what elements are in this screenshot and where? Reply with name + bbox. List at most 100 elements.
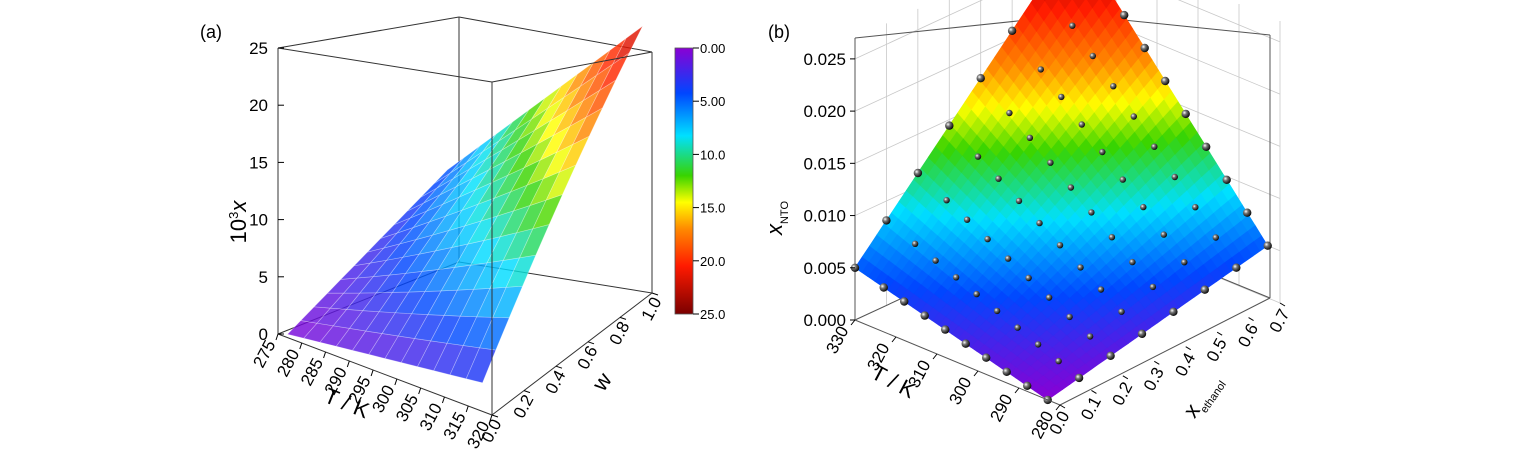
data-point (1232, 263, 1241, 272)
panel-b-front-edges (854, 297, 1271, 406)
panel-a-z-axis-label: 103x (226, 200, 251, 244)
data-point (943, 197, 950, 204)
data-point (1106, 351, 1115, 360)
xethanol-tick-mark (1154, 360, 1160, 365)
z-tick-label: 0.005 (803, 259, 846, 278)
data-point (1037, 66, 1045, 73)
data-point (1074, 373, 1084, 383)
y-tick-mark (587, 341, 595, 345)
surface-patch (612, 26, 643, 65)
data-point (961, 339, 970, 348)
y-tick-label: 0.2 (510, 392, 538, 422)
data-point (1222, 175, 1231, 184)
y-tick-mark (491, 414, 499, 418)
x-tick-mark (441, 396, 445, 404)
xethanol-tick-mark (1279, 302, 1286, 307)
data-point (1067, 184, 1075, 191)
data-point (1014, 324, 1021, 331)
z-tick-label: 0.015 (803, 154, 846, 173)
data-point (1002, 367, 1011, 376)
data-point (1047, 159, 1054, 166)
T-tick-mark (1014, 387, 1020, 394)
data-point (1007, 26, 1017, 35)
xethanol-tick-mark (1059, 404, 1066, 409)
xethanol-tick-mark (1091, 389, 1097, 394)
y-tick-mark (555, 365, 563, 369)
data-point (1149, 283, 1157, 291)
z-tick-label: 15 (249, 153, 268, 172)
x-tick-mark (394, 378, 398, 386)
data-point (911, 240, 919, 247)
data-point (879, 283, 888, 292)
z-tick-label: 0.020 (803, 102, 846, 121)
surface-patch (1058, 0, 1072, 10)
x-tick-mark (275, 333, 279, 341)
colorbar-tick-label: 5.00 (700, 94, 725, 109)
data-point (900, 297, 909, 306)
z-tick-label: 0.010 (803, 207, 846, 226)
colorbar-tick-label: 25.0 (700, 307, 725, 322)
data-point (1069, 22, 1076, 29)
z-tick-label: 0 (259, 325, 268, 344)
data-point (1202, 142, 1211, 151)
xethanol-tick-label: 0.1 (1077, 393, 1105, 423)
data-point (941, 325, 950, 334)
grid-line (854, 0, 1281, 60)
data-point (963, 216, 971, 223)
data-point (1006, 109, 1013, 117)
surface-patch (1072, 0, 1085, 9)
colorbar (674, 47, 694, 315)
x-tick-mark (346, 360, 350, 368)
panel-a-surface (286, 26, 643, 384)
T-tick-mark (1055, 404, 1061, 411)
data-point (1151, 143, 1158, 150)
x-tick-mark (299, 342, 303, 350)
data-point (1119, 176, 1127, 183)
data-point (1108, 234, 1116, 241)
data-point (1181, 259, 1188, 266)
xethanol-tick-mark (1122, 375, 1129, 380)
data-point (1078, 121, 1086, 128)
y-tick-label: 0.4 (542, 367, 570, 397)
xethanol-tick-mark (1248, 317, 1254, 322)
panel-a-y-axis-label: w (586, 368, 616, 396)
data-point (1137, 329, 1147, 338)
data-point (1045, 294, 1053, 301)
data-point (1077, 264, 1084, 271)
y-tick-mark (651, 292, 659, 296)
z-tick-label: 5 (259, 268, 268, 287)
data-point (995, 175, 1002, 182)
T-tick-mark (891, 336, 897, 343)
xethanol-tick-mark (1185, 346, 1191, 351)
x-tick-mark (489, 414, 493, 422)
xethanol-tick-label: 0.4 (1171, 350, 1199, 380)
data-point (1160, 231, 1168, 238)
surface-patch (1064, 0, 1080, 19)
T-tick-mark (850, 319, 856, 326)
data-point (1055, 357, 1062, 365)
xethanol-tick-label: 0.7 (1266, 306, 1294, 336)
x-tick-mark (418, 387, 422, 395)
data-point (982, 353, 991, 362)
data-point (1169, 307, 1178, 316)
y-tick-label: 1.0 (638, 294, 666, 324)
surface-patch (1087, 0, 1099, 9)
data-point (993, 307, 1001, 315)
data-point (1022, 381, 1032, 390)
colorbar-tick-label: 0.00 (700, 41, 725, 56)
data-point (932, 257, 939, 264)
z-tick-label: 0.025 (803, 50, 846, 69)
data-point (1025, 274, 1032, 282)
data-point (1140, 203, 1147, 211)
xethanol-tick-label: 0.3 (1140, 364, 1168, 394)
xethanol-tick-label: 0.5 (1203, 335, 1231, 365)
data-point (1086, 333, 1094, 340)
colorbar-ticks: 0.00 5.00 10.0 15.0 20.0 25.0 (693, 41, 725, 322)
surface-patch (1044, 0, 1059, 11)
surface-patch (1078, 0, 1093, 19)
data-point (920, 311, 929, 320)
data-point (1192, 204, 1199, 211)
data-point (1161, 76, 1170, 86)
